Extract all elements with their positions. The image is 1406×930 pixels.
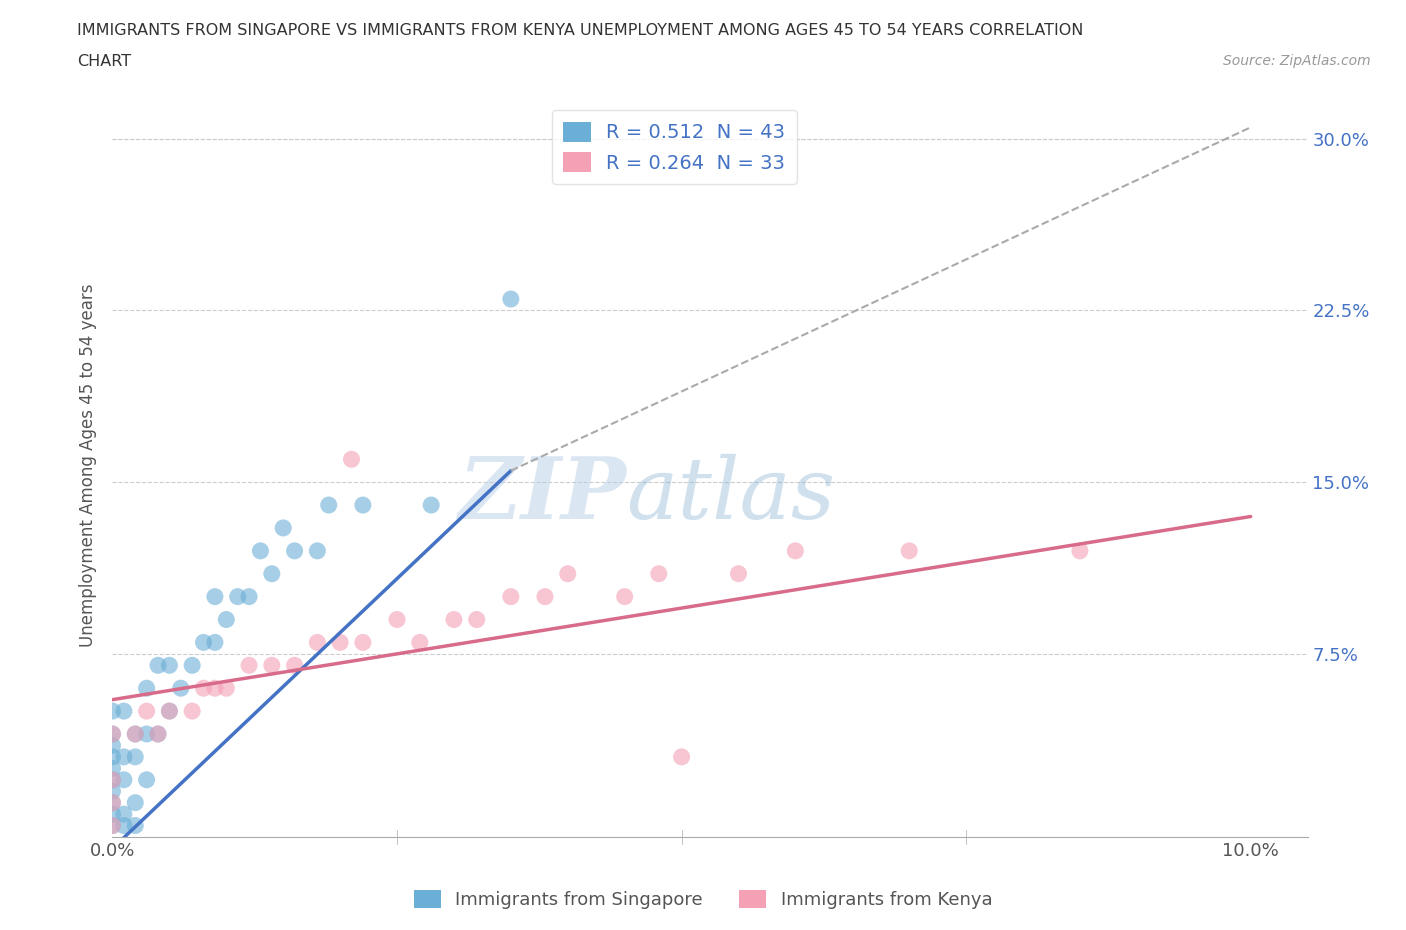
Point bbox=[112, 750, 135, 764]
Point bbox=[170, 681, 193, 696]
Point bbox=[238, 658, 260, 672]
Text: Source: ZipAtlas.com: Source: ZipAtlas.com bbox=[1223, 54, 1371, 68]
Point bbox=[352, 498, 374, 512]
Point bbox=[260, 658, 283, 672]
Point bbox=[727, 566, 749, 581]
Point bbox=[318, 498, 340, 512]
Point bbox=[181, 658, 204, 672]
Point bbox=[249, 543, 271, 558]
Point bbox=[124, 726, 146, 741]
Point bbox=[101, 772, 124, 787]
Point bbox=[613, 590, 636, 604]
Point bbox=[340, 452, 363, 467]
Point bbox=[157, 658, 180, 672]
Text: atlas: atlas bbox=[627, 454, 835, 536]
Point bbox=[181, 704, 204, 719]
Text: IMMIGRANTS FROM SINGAPORE VS IMMIGRANTS FROM KENYA UNEMPLOYMENT AMONG AGES 45 TO: IMMIGRANTS FROM SINGAPORE VS IMMIGRANTS … bbox=[77, 23, 1084, 38]
Point bbox=[557, 566, 579, 581]
Point bbox=[785, 543, 807, 558]
Point bbox=[101, 772, 124, 787]
Point bbox=[101, 806, 124, 821]
Point bbox=[112, 806, 135, 821]
Point bbox=[135, 772, 157, 787]
Point bbox=[193, 635, 215, 650]
Y-axis label: Unemployment Among Ages 45 to 54 years: Unemployment Among Ages 45 to 54 years bbox=[79, 284, 97, 646]
Point bbox=[101, 726, 124, 741]
Point bbox=[146, 726, 169, 741]
Point bbox=[124, 726, 146, 741]
Point bbox=[101, 761, 124, 776]
Legend: R = 0.512  N = 43, R = 0.264  N = 33: R = 0.512 N = 43, R = 0.264 N = 33 bbox=[551, 110, 797, 184]
Point bbox=[101, 795, 124, 810]
Point bbox=[465, 612, 488, 627]
Point bbox=[135, 681, 157, 696]
Point bbox=[101, 818, 124, 833]
Point bbox=[385, 612, 408, 627]
Point bbox=[204, 681, 226, 696]
Point bbox=[1069, 543, 1091, 558]
Point bbox=[204, 590, 226, 604]
Point bbox=[226, 590, 249, 604]
Point bbox=[112, 772, 135, 787]
Point bbox=[101, 795, 124, 810]
Point bbox=[101, 818, 124, 833]
Point bbox=[307, 543, 329, 558]
Point bbox=[215, 612, 238, 627]
Point bbox=[157, 704, 180, 719]
Point bbox=[352, 635, 374, 650]
Point bbox=[329, 635, 352, 650]
Point bbox=[101, 726, 124, 741]
Point bbox=[284, 543, 307, 558]
Text: ZIP: ZIP bbox=[458, 453, 627, 537]
Point bbox=[648, 566, 671, 581]
Point bbox=[124, 750, 146, 764]
Point bbox=[443, 612, 465, 627]
Point bbox=[193, 681, 215, 696]
Point bbox=[420, 498, 443, 512]
Point bbox=[135, 704, 157, 719]
Point bbox=[101, 784, 124, 799]
Point bbox=[215, 681, 238, 696]
Point bbox=[409, 635, 432, 650]
Point bbox=[101, 750, 124, 764]
Point bbox=[101, 704, 124, 719]
Point bbox=[260, 566, 283, 581]
Point bbox=[204, 635, 226, 650]
Legend: Immigrants from Singapore, Immigrants from Kenya: Immigrants from Singapore, Immigrants fr… bbox=[406, 883, 1000, 916]
Point bbox=[671, 750, 693, 764]
Point bbox=[112, 704, 135, 719]
Point bbox=[135, 726, 157, 741]
Point bbox=[271, 521, 294, 536]
Point bbox=[499, 590, 522, 604]
Point bbox=[146, 726, 169, 741]
Point bbox=[146, 658, 169, 672]
Point bbox=[499, 292, 522, 307]
Point bbox=[112, 818, 135, 833]
Point bbox=[101, 738, 124, 753]
Point bbox=[284, 658, 307, 672]
Point bbox=[898, 543, 921, 558]
Point bbox=[157, 704, 180, 719]
Point bbox=[124, 795, 146, 810]
Point bbox=[124, 818, 146, 833]
Point bbox=[238, 590, 260, 604]
Point bbox=[534, 590, 557, 604]
Text: CHART: CHART bbox=[77, 54, 131, 69]
Point bbox=[307, 635, 329, 650]
